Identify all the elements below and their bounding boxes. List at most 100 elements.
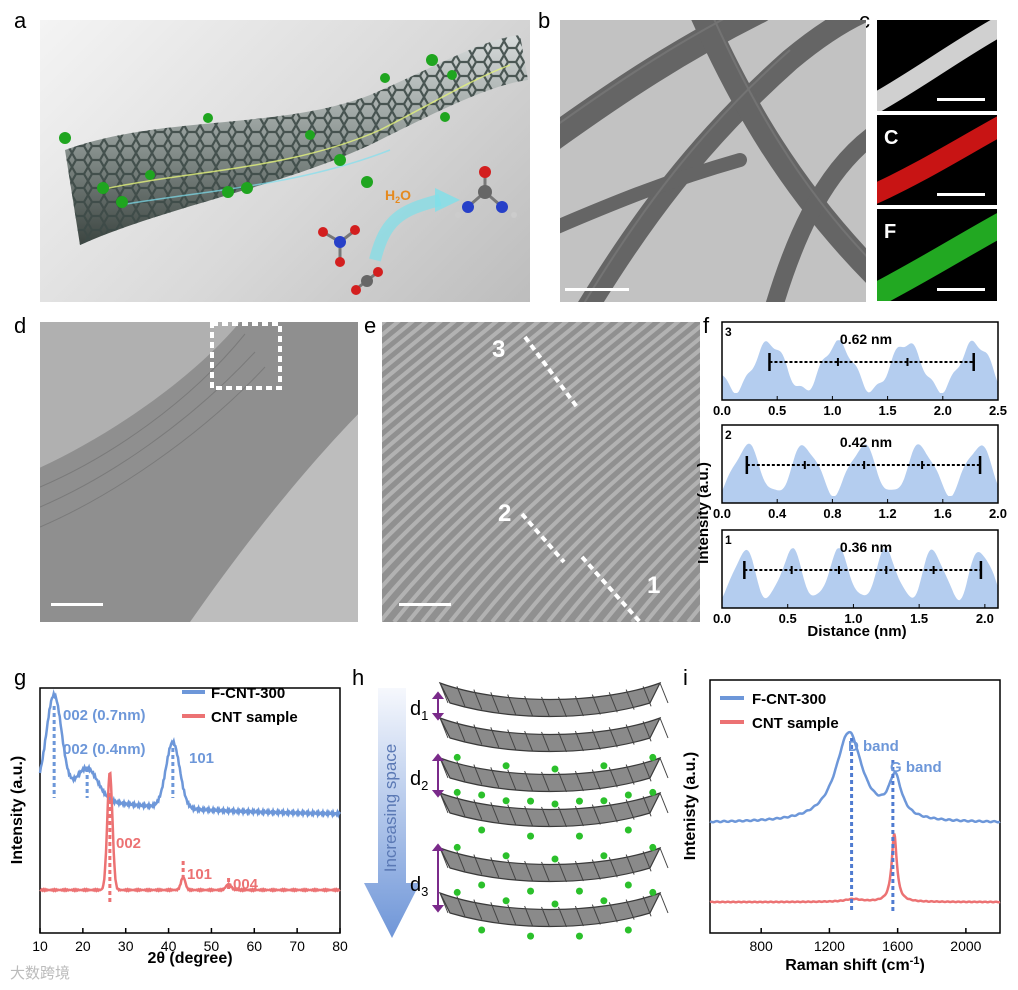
carbon-label: C: [884, 127, 899, 149]
g-tick-label: 70: [289, 938, 305, 954]
f-tick-label: 0.4: [768, 506, 787, 521]
g-annot-101-red: 101: [187, 866, 212, 883]
i-tick-label: 800: [749, 938, 773, 954]
f-tick-label: 1.6: [934, 506, 952, 521]
i-axes: [709, 679, 1001, 934]
fcnt-xrd-curve: [38, 688, 341, 819]
g-annot-002-07: 002 (0.7nm): [63, 707, 146, 724]
panel-c-fluorine-map: F: [877, 209, 997, 301]
scale-bar: [937, 98, 985, 101]
fluorine-atoms: [59, 54, 457, 208]
scale-bar: [937, 193, 985, 196]
cnt-illustration: H2O: [59, 35, 528, 295]
g-annot-002-04: 002 (0.4nm): [63, 741, 146, 758]
panel-label-g: g: [14, 665, 27, 690]
line-label-3: 3: [492, 336, 506, 363]
f-tick-label: 1.0: [823, 403, 841, 418]
panel-d-hrtem-image: [40, 322, 358, 622]
scale-bar: [399, 603, 451, 606]
panel-e-lattice-image: 3 2 1: [382, 322, 700, 622]
i-tick-label: 1600: [882, 938, 913, 954]
graphene-sheet-2: [438, 716, 669, 753]
g-tick-label: 80: [332, 938, 348, 954]
panel-a-schematic: H2O: [40, 20, 530, 302]
f-tick-label: 0.0: [713, 611, 731, 626]
f-tick-label: 2.0: [989, 506, 1007, 521]
panel-h-interlayer: Increasing space d1 d2 d3: [364, 681, 669, 940]
panel-i-raman: Intenisty (a.u.) Raman shift (cm-1) 800 1…: [682, 679, 1001, 973]
profile-id-2: 2: [725, 428, 732, 442]
profile-id-3: 3: [725, 325, 732, 339]
g-tick-label: 30: [118, 938, 134, 954]
f-tick-label: 0.5: [768, 403, 786, 418]
g-axes: [39, 687, 341, 934]
f-tick-label: 1.5: [879, 403, 897, 418]
g-tick-label: 20: [75, 938, 91, 954]
g-xlabel: 2θ (degree): [147, 950, 232, 967]
panel-c-carbon-map: C: [877, 115, 997, 205]
scale-bar: [51, 603, 103, 606]
g-legend-cnt: CNT sample: [211, 709, 298, 726]
panel-g-xrd: Intensity (a.u.) 2θ (degree) 10 20 30 40 50 6…: [9, 685, 348, 967]
i-annot-g-band: G band: [890, 759, 942, 776]
lattice-fringes: [382, 322, 700, 622]
f-tick-label: 1.2: [879, 506, 897, 521]
f-tick-label: 0.0: [713, 506, 731, 521]
panel-label-e: e: [364, 313, 377, 338]
f-tick-label: 1.5: [910, 611, 928, 626]
cnt-raman-curve: [709, 833, 1001, 904]
i-legend-fcnt: F-CNT-300: [752, 691, 826, 708]
i-ylabel: Intenisty (a.u.): [682, 752, 699, 860]
line-label-1: 1: [647, 572, 661, 599]
zoom-region-box: [210, 322, 282, 390]
co2-molecule: [351, 267, 383, 295]
profile-plot-2: 0.42 nm 2 0.0 0.4 0.8 1.2 1.6 2.0: [713, 424, 1007, 521]
i-xlabel: Raman shift (cm-1): [785, 955, 925, 973]
profile-plot-3: 0.62 nm 3 0.0 0.5 1.0 1.5 2.0 2.5: [713, 321, 1007, 418]
f-tick-label: 0.5: [779, 611, 797, 626]
g-tick-label: 40: [161, 938, 177, 954]
fluorine-label: F: [884, 221, 897, 243]
increasing-arrow: [364, 688, 420, 938]
watermark: 大数跨境: [10, 965, 71, 982]
i-annot-d-band: D band: [848, 738, 899, 755]
profile-id-1: 1: [725, 533, 732, 547]
f-tick-label: 2.0: [976, 611, 994, 626]
f-tick-label: 1.0: [844, 611, 862, 626]
reaction-arrow: [369, 194, 442, 262]
panel-label-a: a: [14, 8, 27, 33]
graphene-sheet-6: [438, 888, 669, 940]
g-annot-004-red: 004: [233, 876, 259, 893]
urea-molecule: [455, 166, 517, 218]
graphene-sheet-1: [438, 681, 669, 718]
i-legend-cnt: CNT sample: [752, 715, 839, 732]
f-xlabel: Distance (nm): [807, 623, 906, 640]
panel-label-f: f: [703, 313, 710, 338]
panel-b-tem-image: [560, 20, 866, 302]
g-tick-label: 60: [246, 938, 262, 954]
d2-label: d2: [410, 768, 428, 793]
panel-f-profiles: Intensity (a.u.) Distance (nm) 0.62 nm30…: [695, 321, 1007, 640]
graphene-sheet-5: [438, 843, 669, 895]
spacing-label-1: 0.36 nm: [840, 539, 892, 555]
profile-line-2: [520, 512, 566, 564]
g-annot-101-blue: 101: [189, 750, 214, 767]
graphene-sheet-3: [438, 753, 669, 805]
g-tick-label: 10: [32, 938, 48, 954]
arrow-text: Increasing space: [381, 744, 400, 873]
d1-label: d1: [410, 698, 428, 723]
g-ylabel: Intensity (a.u.): [9, 756, 26, 864]
f-tick-label: 0.0: [713, 403, 731, 418]
panel-label-d: d: [14, 313, 27, 338]
cnt-xrd-curve: [39, 771, 341, 893]
panel-c-haadf-image: [877, 20, 997, 111]
g-legend-fcnt: F-CNT-300: [211, 685, 285, 702]
scale-bar: [565, 288, 629, 291]
profile-plot-1: 0.36 nm 1 0.0 0.5 1.0 1.5 2.0: [713, 529, 999, 626]
i-tick-label: 2000: [950, 938, 981, 954]
f-tick-label: 2.5: [989, 403, 1007, 418]
scale-bar: [937, 288, 985, 291]
f-tick-label: 2.0: [934, 403, 952, 418]
i-tick-label: 1200: [814, 938, 845, 954]
profile-line-1: [580, 555, 642, 622]
